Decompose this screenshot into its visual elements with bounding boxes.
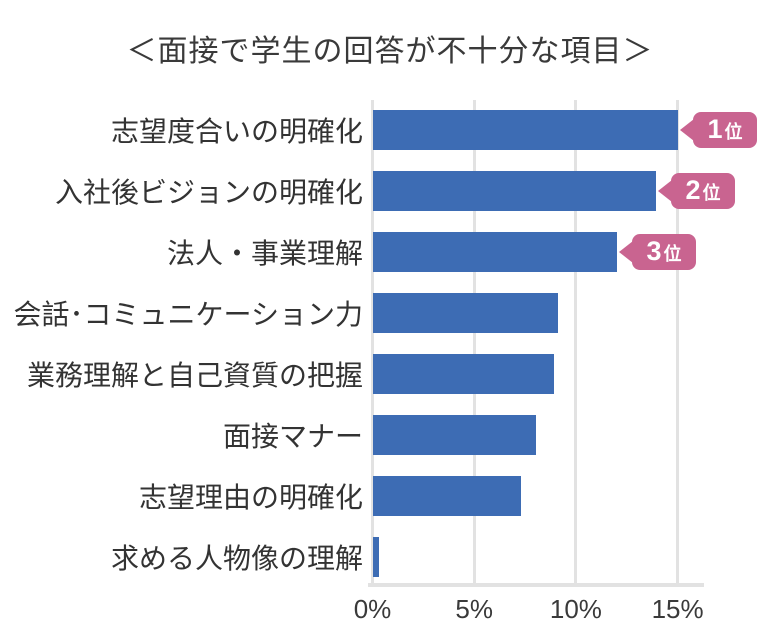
bar-track — [373, 292, 780, 333]
bar-row: 法人・事業理解 3 位 — [0, 221, 780, 282]
category-label: 求める人物像の理解 — [110, 542, 363, 574]
bar — [373, 536, 379, 577]
category-label: 面接マナー — [222, 420, 363, 452]
bar — [373, 353, 554, 394]
badge-rank-suffix: 位 — [702, 182, 721, 203]
axis-tick-label: 15% — [651, 594, 704, 624]
badge-rank-suffix: 位 — [663, 243, 682, 264]
bar-track — [373, 475, 780, 516]
badge-rank-number: 2 — [685, 175, 701, 205]
bar-track — [373, 414, 780, 455]
bar — [373, 414, 536, 455]
bar-track — [373, 536, 780, 577]
gridline — [676, 100, 680, 584]
chart-title: ＜面接で学生の回答が不十分な項目＞ — [126, 35, 654, 68]
x-axis-line — [368, 583, 704, 587]
bar-row: 会話･コミュニケーション力 — [0, 282, 780, 343]
bar — [373, 475, 521, 516]
bar-row: 求める人物像の理解 — [0, 526, 780, 587]
category-label: 会話･コミュニケーション力 — [13, 298, 363, 330]
bar — [373, 231, 617, 272]
badge-rank-suffix: 位 — [724, 121, 743, 142]
bar-row: 志望理由の明確化 — [0, 465, 780, 526]
category-label: 業務理解と自己資質の把握 — [26, 359, 363, 391]
gridline — [371, 100, 374, 584]
gridline — [574, 100, 578, 584]
badge-rank-number: 1 — [707, 114, 723, 144]
badge-rank-number: 3 — [646, 236, 662, 266]
badge-arrow-icon — [619, 240, 633, 263]
category-label: 志望理由の明確化 — [138, 481, 363, 513]
gridline — [472, 100, 476, 584]
axis-tick-label: 5% — [455, 594, 493, 624]
bar-row: 業務理解と自己資質の把握 — [0, 343, 780, 404]
bar — [373, 292, 558, 333]
category-label: 入社後ビジョンの明確化 — [54, 176, 363, 208]
bar-row: 入社後ビジョンの明確化 2 位 — [0, 160, 780, 221]
bar-row: 面接マナー — [0, 404, 780, 465]
axis-tick-label: 0% — [353, 594, 392, 624]
bar-rows: 志望度合いの明確化 1 位入社後ビジョンの明確化 2 位法人・事業理解 3 位会話･コミュニ… — [0, 99, 780, 587]
category-label: 法人・事業理解 — [166, 237, 363, 269]
bar — [373, 109, 678, 150]
axis-tick-label: 10% — [549, 594, 602, 624]
bar-row: 志望度合いの明確化 1 位 — [0, 99, 780, 160]
bar-track — [373, 353, 780, 394]
bar — [373, 170, 656, 211]
badge-arrow-icon — [680, 118, 694, 141]
badge-arrow-icon — [658, 179, 672, 202]
category-label: 志望度合いの明確化 — [110, 115, 363, 147]
